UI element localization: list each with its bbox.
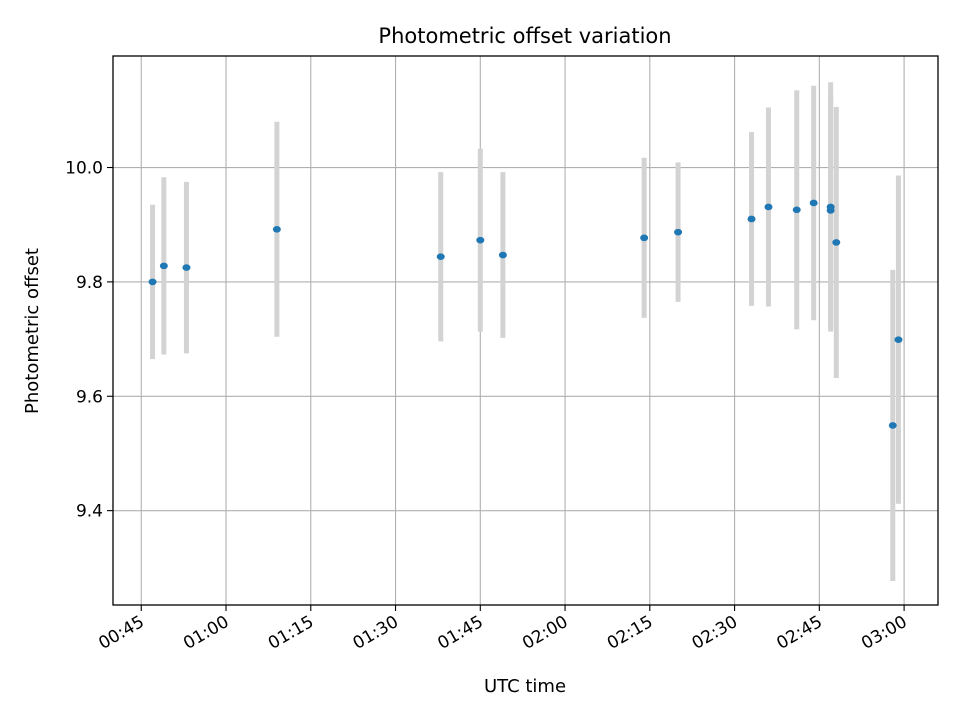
data-point (747, 215, 756, 223)
data-point (894, 336, 903, 343)
data-point (148, 278, 157, 286)
data-point (498, 251, 507, 259)
data-point (159, 262, 168, 270)
data-point (476, 236, 485, 244)
y-tick-label: 9.6 (76, 387, 103, 407)
y-tick-label: 9.4 (76, 502, 103, 522)
data-point (674, 228, 683, 236)
data-point (182, 264, 191, 271)
data-point (640, 234, 649, 242)
data-point (272, 225, 281, 233)
x-axis-label: UTC time (484, 676, 566, 697)
data-point (792, 206, 801, 214)
data-point (764, 203, 773, 211)
chart-title: Photometric offset variation (378, 24, 671, 48)
data-points (148, 199, 903, 429)
y-tick-label: 10.0 (65, 159, 103, 179)
grid (113, 56, 938, 605)
y-tick-label: 9.8 (76, 273, 103, 293)
data-point (826, 207, 835, 214)
data-point (888, 422, 897, 429)
data-point (809, 199, 818, 207)
data-point (832, 239, 841, 246)
y-axis-label: Photometric offset (22, 248, 43, 414)
data-point (436, 253, 445, 261)
plot-frame (112, 55, 939, 606)
